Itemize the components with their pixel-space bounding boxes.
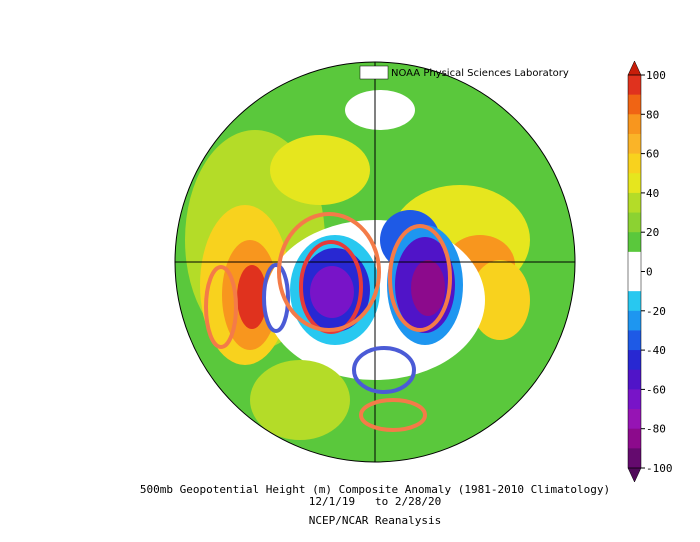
globe-outline (174, 61, 576, 463)
colorbar-bin (628, 192, 641, 214)
colorbar-bin (628, 75, 641, 96)
colorbar-tick-label: -60 (646, 383, 666, 396)
credit: NOAA Physical Sciences Laboratory (391, 68, 569, 79)
colorbar-bin (628, 409, 641, 430)
colorbar-bin (628, 310, 641, 331)
colorbar-bin (628, 350, 641, 371)
credit-box (359, 65, 389, 80)
colorbar-bin (628, 291, 641, 312)
colorbar-bin (628, 389, 641, 410)
colorbar-bin (628, 212, 641, 233)
colorbar-over (627, 60, 642, 76)
data-source: NCEP/NCAR Reanalysis (309, 514, 441, 527)
colorbar-tick-label: -80 (646, 423, 666, 436)
colorbar-bin (628, 428, 641, 449)
colorbar-bin (628, 94, 641, 115)
colorbar-bin (628, 114, 641, 135)
colorbar-bin (628, 369, 641, 390)
annotation-rings (204, 212, 452, 432)
colorbar: -100 -80 -60 -40 -20 0 20 40 60 80 100 (627, 60, 673, 483)
date-range: 12/1/19 to 2/28/20 (309, 495, 441, 508)
colorbar-tick-label: 40 (646, 187, 659, 200)
colorbar-bin (628, 232, 641, 253)
colorbar-bin (628, 153, 641, 174)
colorbar-tick-label: 80 (646, 108, 659, 121)
colorbar-tick-label: -20 (646, 305, 666, 318)
colorbar-tick-label: -40 (646, 344, 666, 357)
colorbar-tick-label: 20 (646, 226, 659, 239)
colorbar-under (627, 467, 642, 483)
colorbar-bin (628, 271, 641, 292)
colorbar-tick-label: -100 (646, 462, 673, 475)
colorbar-tick-label: 0 (646, 266, 653, 279)
colorbar-tick-label: 60 (646, 148, 659, 161)
colorbar-bin (628, 251, 641, 272)
colorbar-bin (628, 330, 641, 351)
colorbar-tick-label: 100 (646, 69, 666, 82)
colorbar-bin (628, 173, 641, 194)
colorbar-bin (628, 448, 641, 469)
map-title: 500mb Geopotential Height (m) Composite … (140, 483, 610, 496)
colorbar-bin (628, 133, 641, 155)
